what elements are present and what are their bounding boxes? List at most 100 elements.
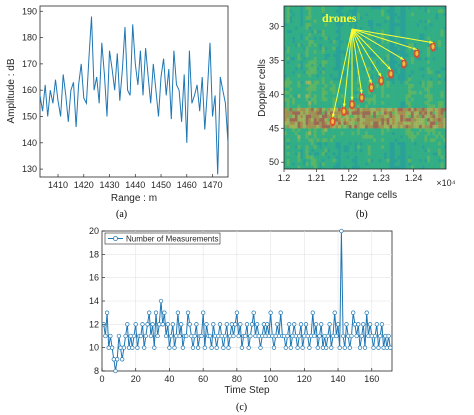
heatmap-cell [383,36,387,41]
heatmap-cell [421,77,425,82]
heatmap-cell [297,80,301,85]
heatmap-cell [402,128,406,132]
heatmap-cell [348,94,352,98]
heatmap-cell [365,39,368,44]
heatmap-cell [394,6,398,10]
heatmap-cell [381,135,385,139]
heatmap-cell [373,107,377,112]
heatmap-cell [440,50,444,54]
heatmap-cell [311,141,314,146]
measurement-point [236,333,241,339]
heatmap-cell [316,56,320,61]
heatmap-cell [308,155,312,160]
heatmap-cell [375,107,379,112]
heatmap-cell [311,56,314,61]
heatmap-cell [300,141,304,146]
heatmap-cell [435,107,439,112]
heatmap-cell [346,84,350,88]
heatmap-cell [367,155,371,160]
heatmap-cell [332,70,336,75]
heatmap-cell [316,80,320,85]
heatmap-cell [370,101,374,105]
heatmap-cell [311,9,314,14]
heatmap-cell [419,118,422,122]
heatmap-cell [408,26,412,31]
heatmap-cell [308,101,312,105]
heatmap-cell [419,43,422,48]
heatmap-cell [346,165,350,169]
heatmap-cell [297,104,301,109]
heatmap-cell [338,124,341,129]
heatmap-cell [394,107,398,112]
heatmap-cell [362,53,366,58]
drone-hotspot-core [431,44,435,50]
heatmap-cell [335,124,339,129]
heatmap-cell [381,43,385,48]
measurement-point [349,333,354,339]
heatmap-cell [302,124,306,129]
heatmap-cell [335,104,339,109]
heatmap-cell [440,155,444,160]
heatmap-cell [313,46,317,51]
measurement-point [226,345,231,350]
heatmap-cell [332,114,336,119]
heatmap-cell [365,84,368,88]
heatmap-cell [367,36,371,41]
heatmap-cell [365,46,368,51]
heatmap-cell [435,94,439,98]
heatmap-cell [410,16,414,20]
heatmap-cell [313,162,317,166]
heatmap-cell [297,107,301,112]
heatmap-cell [386,118,390,122]
heatmap-cell [335,39,339,44]
heatmap-cell [351,77,355,82]
heatmap-cell [367,6,371,10]
heatmap-cell [419,22,422,27]
heatmap-cell [359,131,363,136]
heatmap-cell [362,158,366,163]
heatmap-cell [332,46,336,51]
heatmap-cell [297,138,301,143]
measurement-point [354,333,359,339]
heatmap-cell [300,131,304,136]
heatmap-cell [332,22,336,27]
drone-arrow [351,28,405,61]
heatmap-cell [419,131,422,136]
heatmap-cell [348,12,352,17]
x-tick-label-a: 1410 [48,180,68,190]
heatmap-cell [386,158,390,163]
heatmap-cell [313,67,317,71]
heatmap-cell [346,97,350,102]
heatmap-cell [292,155,296,160]
heatmap-cell [351,118,355,122]
heatmap-cell [286,165,290,169]
heatmap-cell [416,128,420,132]
heatmap-cell [437,128,441,132]
heatmap-cell [297,90,301,95]
legend-entry-c: Number of Measurements [126,235,218,244]
y-tick-label-c: 8 [94,366,99,376]
heatmap-cell [373,141,377,146]
drone-arrow [351,28,363,94]
heatmap-cell [408,165,412,169]
heatmap-cell [302,9,306,14]
heatmap-cell [419,77,422,82]
heatmap-cell [378,33,382,37]
heatmap-cell [413,87,417,92]
heatmap-cell [386,29,390,34]
heatmap-cell [437,63,441,68]
heatmap-cell [429,73,433,78]
heatmap-cell [367,148,371,153]
heatmap-cell [397,97,401,102]
heatmap-cell [308,94,312,98]
heatmap-cell [343,29,347,34]
heatmap-cell [327,165,331,169]
heatmap-cell [375,87,379,92]
heatmap-cell [437,124,441,129]
heatmap-cell [313,101,317,105]
heatmap-cell [311,114,314,119]
heatmap-cell [332,56,336,61]
heatmap-cell [305,19,309,24]
heatmap-cell [332,80,336,85]
